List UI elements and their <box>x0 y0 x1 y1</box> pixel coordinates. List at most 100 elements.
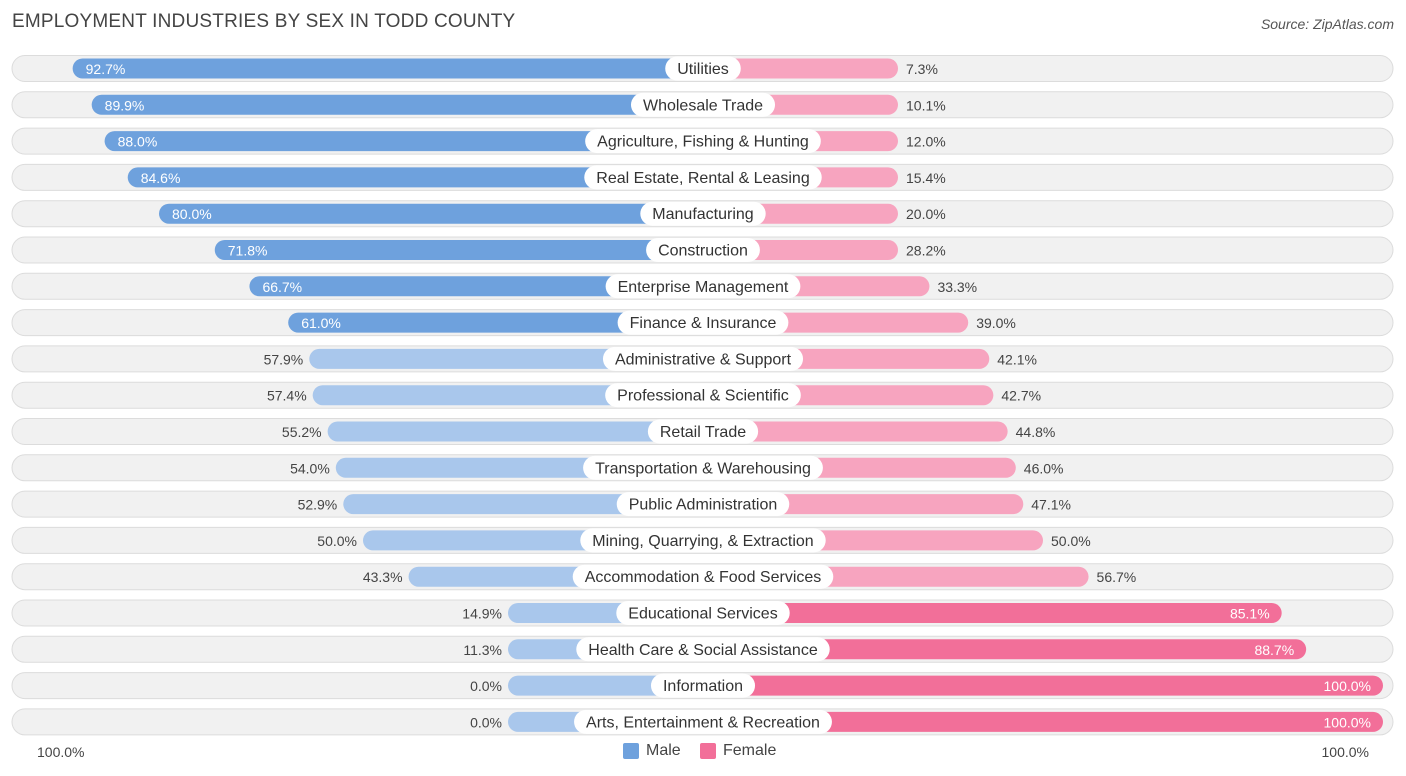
bar-row[interactable]: 11.3% 88.7% Health Care & Social Assistanc… <box>11 635 1394 663</box>
male-bar <box>327 421 703 442</box>
male-bar <box>159 203 703 224</box>
female-value-label: 42.1% <box>997 351 1037 367</box>
female-value-label: 56.7% <box>1097 569 1137 585</box>
bar-row[interactable]: 0.0% 100.0% Information <box>11 672 1394 700</box>
male-value-label: 71.8% <box>228 243 268 259</box>
category-pill <box>580 528 826 553</box>
legend-item-female[interactable]: Female <box>700 742 776 760</box>
male-value-label: 80.0% <box>172 206 212 222</box>
bar-row[interactable]: 66.7% 33.3% Enterprise Management <box>11 272 1394 300</box>
male-value-label: 92.7% <box>86 61 126 77</box>
category-pill <box>602 346 804 371</box>
female-value-label: 33.3% <box>937 279 977 295</box>
category-pill <box>574 709 832 734</box>
male-bar <box>343 494 703 515</box>
category-pill <box>605 383 801 408</box>
female-value-label: 15.4% <box>906 170 946 186</box>
female-bar <box>703 711 1383 732</box>
female-value-label: 39.0% <box>976 315 1016 331</box>
male-value-label: 88.0% <box>118 134 158 150</box>
legend-label-female: Female <box>723 742 777 759</box>
female-value-label: 88.7% <box>1254 642 1294 658</box>
bar-row[interactable]: 54.0% 46.0% Transportation & Warehousing <box>11 454 1394 482</box>
male-value-label: 57.9% <box>264 351 304 367</box>
bar-row[interactable]: 84.6% 15.4% Real Estate, Rental & Leasing <box>11 163 1394 191</box>
female-value-label: 42.7% <box>1001 388 1041 404</box>
male-value-label: 0.0% <box>470 714 502 730</box>
male-value-label: 0.0% <box>470 678 502 694</box>
bar-row[interactable]: 52.9% 47.1% Public Administration <box>11 490 1394 518</box>
female-value-label: 10.1% <box>906 97 946 113</box>
bar-row[interactable]: 50.0% 50.0% Mining, Quarrying, & Extractio… <box>11 526 1394 554</box>
male-value-label: 54.0% <box>290 460 330 476</box>
male-bar <box>127 167 704 188</box>
category-pill <box>585 129 821 154</box>
axis-left-label: 100.0% <box>37 744 85 760</box>
female-bar <box>703 639 1307 660</box>
category-pill <box>572 564 834 589</box>
legend-item-male[interactable]: Male <box>623 742 681 760</box>
male-bar <box>72 58 703 79</box>
female-value-label: 46.0% <box>1024 460 1064 476</box>
bar-row[interactable]: 14.9% 85.1% Educational Services <box>11 599 1394 627</box>
bar-row[interactable]: 71.8% 28.2% Construction <box>11 236 1394 264</box>
male-value-label: 57.4% <box>267 388 307 404</box>
bar-row[interactable]: 0.0% 100.0% Arts, Entertainment & Recreati… <box>11 708 1394 736</box>
legend-swatch-male <box>623 743 639 759</box>
male-value-label: 43.3% <box>363 569 403 585</box>
category-label: Administrative & Support <box>615 351 792 368</box>
male-value-label: 84.6% <box>141 170 181 186</box>
female-bar <box>703 58 898 79</box>
category-label: Health Care & Social Assistance <box>588 642 818 659</box>
category-label: Information <box>663 678 743 695</box>
bar-row[interactable]: 61.0% 39.0% Finance & Insurance <box>11 309 1394 337</box>
category-pill <box>584 165 822 190</box>
male-bar <box>104 131 704 152</box>
bar-row[interactable]: 89.9% 10.1% Wholesale Trade <box>11 91 1394 119</box>
category-pill <box>583 455 823 480</box>
category-pill <box>616 601 790 625</box>
female-value-label: 12.0% <box>906 134 946 150</box>
male-value-label: 89.9% <box>105 97 145 113</box>
male-value-label: 14.9% <box>462 606 502 622</box>
category-pill <box>605 274 801 299</box>
female-bar <box>703 675 1383 696</box>
category-label: Educational Services <box>628 606 777 623</box>
category-label: Public Administration <box>629 497 778 514</box>
male-bar <box>249 276 703 297</box>
male-value-label: 55.2% <box>282 424 322 440</box>
male-value-label: 52.9% <box>298 497 338 513</box>
legend-swatch-female <box>700 743 716 759</box>
bar-row[interactable]: 92.7% 7.3% Utilities <box>11 55 1394 82</box>
category-label: Mining, Quarrying, & Extraction <box>592 533 813 550</box>
bar-row[interactable]: 57.4% 42.7% Professional & Scientific <box>11 381 1394 409</box>
legend: Male Female <box>0 742 1406 764</box>
female-value-label: 100.0% <box>1324 714 1371 730</box>
bar-row[interactable]: 43.3% 56.7% Accommodation & Food Services <box>11 563 1394 591</box>
female-value-label: 47.1% <box>1031 497 1071 513</box>
female-bar <box>703 421 1008 442</box>
female-value-label: 7.3% <box>906 61 938 77</box>
category-pill <box>665 56 741 81</box>
bar-row[interactable]: 57.9% 42.1% Administrative & Support <box>11 345 1394 373</box>
category-label: Agriculture, Fishing & Hunting <box>597 134 809 151</box>
category-pill <box>576 637 830 662</box>
female-value-label: 50.0% <box>1051 533 1091 549</box>
category-label: Construction <box>658 243 748 260</box>
male-bar <box>214 240 703 260</box>
male-value-label: 61.0% <box>301 315 341 331</box>
male-bar <box>312 385 703 406</box>
female-value-label: 20.0% <box>906 206 946 222</box>
category-pill <box>616 492 790 517</box>
male-bar <box>91 94 704 115</box>
category-label: Manufacturing <box>652 206 753 223</box>
bar-row[interactable]: 88.0% 12.0% Agriculture, Fishing & Hunting <box>11 127 1394 155</box>
axis-right-label: 100.0% <box>1321 744 1369 760</box>
bar-row[interactable]: 55.2% 44.8% Retail Trade <box>11 418 1394 445</box>
legend-label-male: Male <box>646 742 681 759</box>
category-pill <box>617 310 789 335</box>
bar-row[interactable]: 80.0% 20.0% Manufacturing <box>11 200 1394 228</box>
category-label: Transportation & Warehousing <box>595 460 811 477</box>
female-value-label: 100.0% <box>1324 678 1371 694</box>
